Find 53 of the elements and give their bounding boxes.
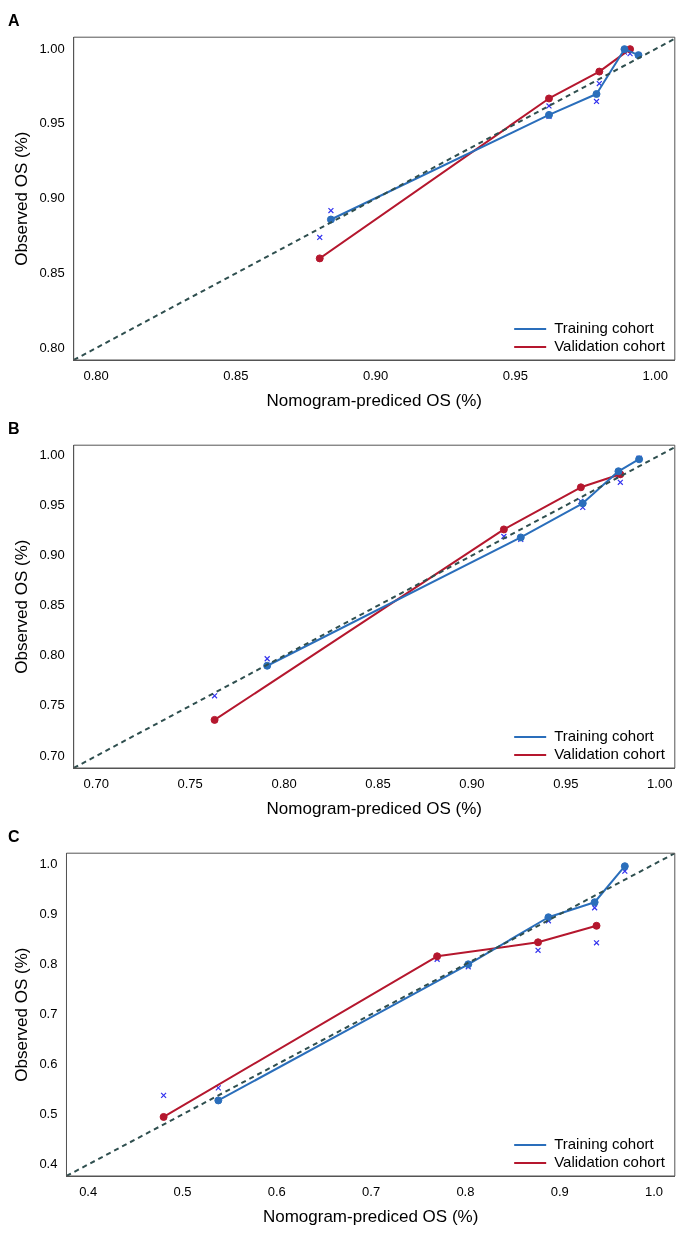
y-tick-label: 1.00: [39, 446, 65, 462]
y-tick-label: 1.0: [39, 855, 58, 871]
x-tick-label: 0.90: [459, 776, 485, 792]
y-axis-title: Observed OS (%): [11, 539, 31, 674]
x-tick-label: 0.95: [553, 776, 579, 792]
x-tick-label: 1.00: [647, 776, 673, 792]
y-tick-label: 0.85: [39, 264, 65, 280]
y-tick-label: 1.00: [39, 40, 65, 56]
legend-label: Validation cohort: [554, 337, 666, 355]
y-axis-title: Observed OS (%): [11, 947, 31, 1082]
legend-label: Training cohort: [554, 727, 655, 745]
x-tick-label: 0.5: [173, 1184, 192, 1200]
y-tick-label: 0.80: [39, 647, 65, 663]
y-tick-label: 0.4: [39, 1156, 58, 1172]
x-tick-label: 0.7: [362, 1184, 381, 1200]
y-tick-label: 0.70: [39, 747, 65, 763]
y-tick-label: 0.80: [39, 339, 65, 355]
y-tick-label: 0.6: [39, 1055, 58, 1071]
chart-title: C: [8, 828, 20, 846]
y-tick-label: 0.5: [39, 1106, 58, 1122]
legend-label: Validation cohort: [554, 745, 666, 763]
x-tick-label: 0.80: [83, 368, 109, 384]
x-tick-label: 0.95: [502, 368, 529, 384]
x-tick-label: 0.4: [79, 1184, 98, 1200]
x-axis-title: Nomogram-prediced OS (%): [266, 799, 482, 819]
y-tick-label: 0.95: [39, 115, 65, 131]
y-tick-label: 0.9: [39, 905, 58, 921]
y-tick-label: 0.85: [39, 597, 65, 613]
y-axis-title: Observed OS (%): [11, 131, 31, 266]
x-tick-label: 1.0: [645, 1184, 664, 1200]
y-tick-label: 0.90: [39, 190, 65, 206]
y-tick-label: 0.7: [39, 1005, 58, 1021]
x-tick-label: 0.6: [267, 1184, 286, 1200]
x-tick-label: 0.9: [550, 1184, 569, 1200]
x-tick-label: 0.75: [177, 776, 203, 792]
x-tick-label: 1.00: [642, 368, 668, 384]
legend-label: Training cohort: [554, 1135, 655, 1153]
x-tick-label: 0.8: [456, 1184, 475, 1200]
x-axis-title: Nomogram-prediced OS (%): [266, 391, 482, 411]
chart-title: A: [8, 12, 20, 30]
y-tick-label: 0.90: [39, 547, 65, 563]
x-tick-label: 0.80: [271, 776, 297, 792]
y-tick-label: 0.75: [39, 697, 65, 713]
legend-label: Training cohort: [554, 319, 655, 337]
x-axis-title: Nomogram-prediced OS (%): [262, 1207, 479, 1227]
x-tick-label: 0.90: [362, 368, 389, 384]
chart-title: B: [8, 420, 20, 438]
x-tick-label: 0.85: [223, 368, 249, 384]
legend-label: Validation cohort: [554, 1153, 666, 1171]
x-tick-label: 0.70: [83, 776, 109, 792]
y-tick-label: 0.8: [39, 955, 58, 971]
x-tick-label: 0.85: [365, 776, 391, 792]
y-tick-label: 0.95: [39, 496, 65, 512]
